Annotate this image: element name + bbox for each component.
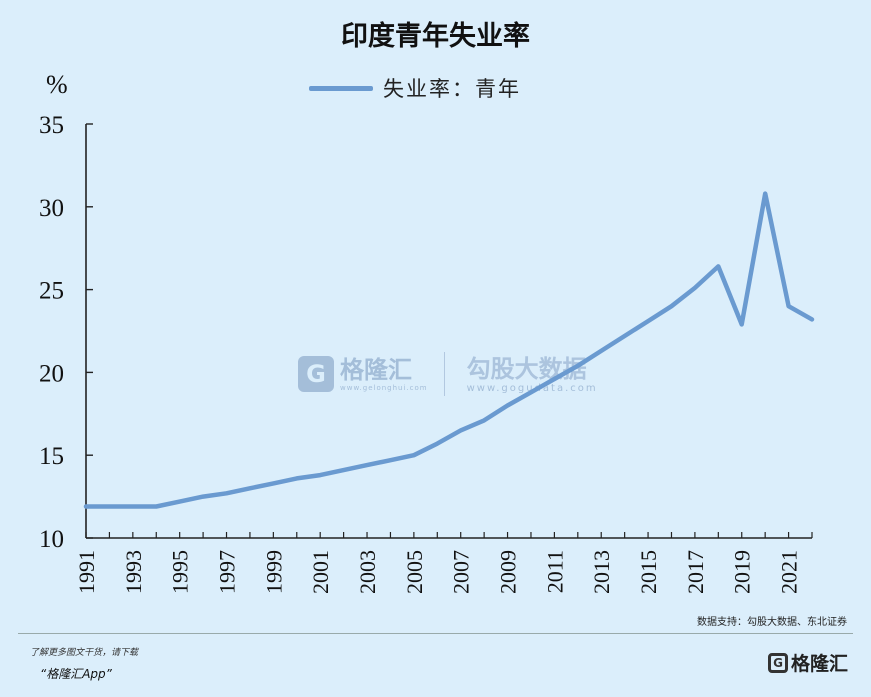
- watermark-divider: [443, 352, 445, 396]
- source-note: 数据支持：勾股大数据、东北证券: [697, 617, 847, 628]
- watermark-name-1: 格隆汇: [340, 356, 412, 384]
- x-tick-label: 2019: [730, 550, 755, 594]
- promo-text: 了解更多图文干货，请下载: [30, 648, 139, 658]
- x-tick-label: 2011: [542, 550, 567, 593]
- x-tick-label: 2001: [308, 550, 333, 594]
- x-tick-label: 1995: [168, 550, 193, 594]
- y-tick-label: 10: [39, 526, 64, 553]
- y-tick-label: 15: [39, 443, 64, 470]
- x-tick-label: 2015: [636, 550, 661, 594]
- watermark: G 格隆汇 www.gelonghui.com 勾股大数据 www.goguda…: [298, 352, 598, 396]
- watermark-url-1: www.gelonghui.com: [340, 384, 428, 392]
- x-tick-label: 2003: [355, 550, 380, 594]
- legend-swatch: [309, 85, 373, 91]
- x-tick-label: 1991: [74, 550, 99, 594]
- app-name: “格隆汇App”: [40, 667, 112, 681]
- x-tick-label: 2007: [449, 550, 474, 594]
- brand-name: 格隆汇: [791, 653, 849, 675]
- y-tick-label: 25: [39, 278, 64, 305]
- y-tick-label: 35: [39, 112, 64, 139]
- chart-title: 印度青年失业率: [341, 21, 530, 52]
- x-tick-label: 2009: [496, 550, 521, 594]
- series-line-0: [83, 191, 815, 509]
- x-tick-label: 2005: [402, 550, 427, 594]
- y-axis-unit: %: [46, 70, 68, 99]
- x-tick-label: 1993: [121, 550, 146, 594]
- x-tick-label: 2021: [777, 550, 802, 594]
- watermark-name-2: 勾股大数据: [466, 354, 587, 383]
- x-tick-label: 1997: [215, 550, 240, 594]
- watermark-url-2: www.gogudata.com: [466, 382, 598, 394]
- brand-g-icon: G: [768, 652, 788, 673]
- footer-divider: [18, 633, 853, 634]
- watermark-logo-icon: G: [298, 356, 334, 392]
- y-tick-label: 30: [39, 195, 64, 222]
- x-tick-label: 2013: [589, 550, 614, 594]
- x-tick-label: 2017: [683, 550, 708, 594]
- brand-logo: G 格隆汇: [768, 649, 848, 676]
- x-tick-label: 1999: [261, 550, 286, 594]
- legend: 失业率：青年: [309, 72, 521, 104]
- y-tick-label: 20: [39, 360, 64, 387]
- legend-label: 失业率：青年: [383, 77, 521, 101]
